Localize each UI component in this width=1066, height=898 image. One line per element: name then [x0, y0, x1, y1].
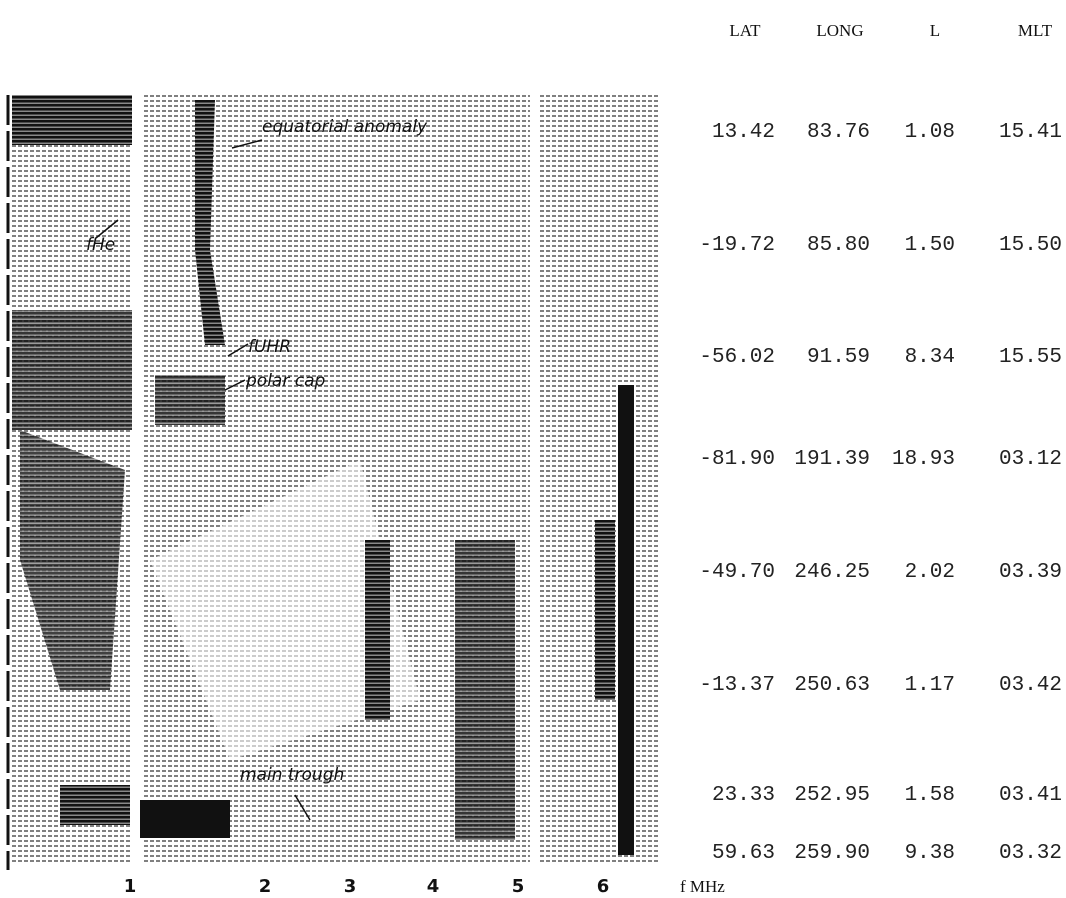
table-cell: 8.34: [905, 346, 955, 369]
table-cell: 03.32: [999, 842, 1062, 865]
annotation: polar cap: [245, 371, 325, 391]
table-cell: 191.39: [794, 448, 870, 471]
x-tick-label: 3: [344, 876, 357, 897]
table-cell: 03.12: [999, 448, 1062, 471]
table-cell: 03.41: [999, 784, 1062, 807]
table-cell: 91.59: [807, 346, 870, 369]
table-cell: -56.02: [699, 346, 775, 369]
x-tick-label: 5: [512, 876, 525, 897]
x-axis-label: f MHz: [680, 877, 725, 896]
table-cell: 1.50: [905, 234, 955, 257]
table-cell: 2.02: [905, 561, 955, 584]
table-cell: 83.76: [807, 121, 870, 144]
table-cell: 15.50: [999, 234, 1062, 257]
table-cell: 1.08: [905, 121, 955, 144]
table-header: LONG: [816, 21, 863, 40]
table-cell: -19.72: [699, 234, 775, 257]
table-cell: 85.80: [807, 234, 870, 257]
table-cell: 250.63: [794, 674, 870, 697]
table-cell: -49.70: [699, 561, 775, 584]
x-tick-label: 6: [597, 876, 610, 897]
annotation: fUHR: [248, 337, 291, 357]
table-header: LAT: [729, 21, 761, 40]
table-cell: 259.90: [794, 842, 870, 865]
spectrogram: [8, 95, 660, 870]
figure: equatorial anomaly fHe fUHR polar cap ma…: [0, 0, 1066, 898]
x-tick-label: 2: [259, 876, 272, 897]
table-cell: 252.95: [794, 784, 870, 807]
table-header: MLT: [1018, 21, 1053, 40]
table-cell: 59.63: [712, 842, 775, 865]
table-cell: 18.93: [892, 448, 955, 471]
annotation: equatorial anomaly: [262, 117, 428, 137]
table-cell: 1.58: [905, 784, 955, 807]
table-cell: 1.17: [905, 674, 955, 697]
table-header: L: [930, 21, 940, 40]
table-cell: -13.37: [699, 674, 775, 697]
table-cell: 23.33: [712, 784, 775, 807]
annotation: fHe: [86, 235, 115, 255]
x-tick-label: 1: [124, 876, 137, 897]
x-tick-label: 4: [427, 876, 440, 897]
table-cell: 13.42: [712, 121, 775, 144]
table-cell: 246.25: [794, 561, 870, 584]
table-cell: 03.42: [999, 674, 1062, 697]
table-cell: 03.39: [999, 561, 1062, 584]
table-cell: 9.38: [905, 842, 955, 865]
table-cell: -81.90: [699, 448, 775, 471]
table-cell: 15.55: [999, 346, 1062, 369]
annotation: main trough: [240, 765, 344, 785]
table-cell: 15.41: [999, 121, 1062, 144]
